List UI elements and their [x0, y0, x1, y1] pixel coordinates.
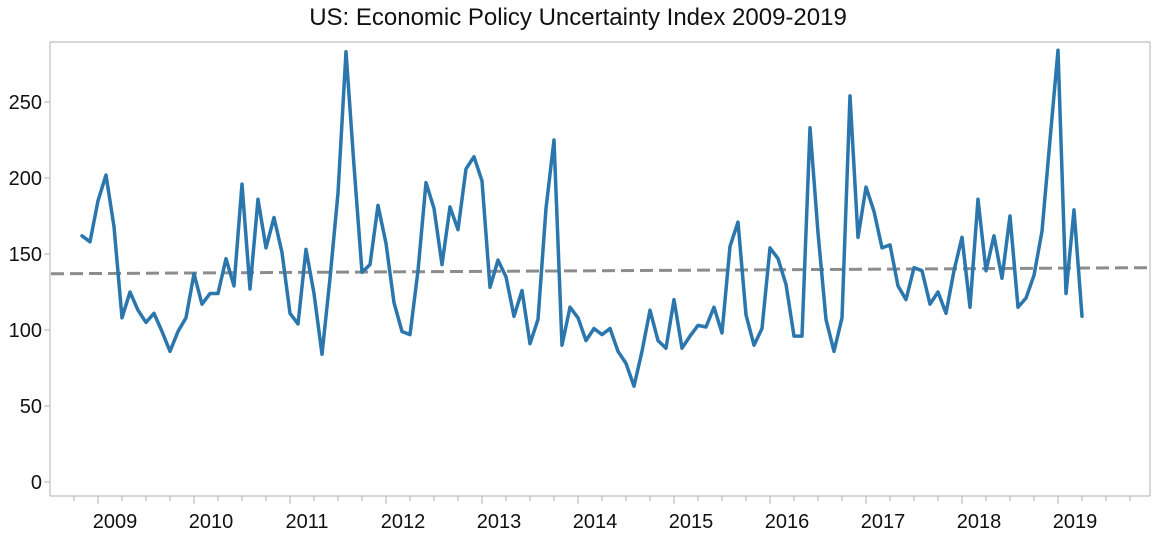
x-tick-label: 2010	[189, 511, 234, 533]
x-tick-label: 2009	[93, 511, 138, 533]
series-line	[80, 48, 1084, 388]
x-tick-label: 2017	[861, 511, 906, 533]
y-tick-label: 250	[9, 92, 42, 114]
x-tick-label: 2011	[285, 511, 328, 533]
x-tick-label: 2012	[381, 511, 426, 533]
y-tick-label: 0	[31, 472, 42, 494]
x-tick-label: 2019	[1053, 511, 1098, 533]
y-tick-label: 200	[9, 168, 42, 190]
x-tick-label: 2013	[477, 511, 522, 533]
chart-title: US: Economic Policy Uncertainty Index 20…	[309, 4, 847, 31]
x-axis: 2009 2010 2011 2012 2013 2014 2015 2016 2017 2018…	[73, 496, 1131, 533]
plot-area	[49, 41, 1151, 497]
x-tick-label: 2014	[573, 511, 618, 533]
y-tick-label: 100	[9, 320, 42, 342]
x-tick-label: 2016	[765, 511, 810, 533]
x-tick-label: 2018	[957, 511, 1002, 533]
y-tick-label: 50	[20, 396, 42, 418]
y-tick-label: 150	[9, 244, 42, 266]
y-axis: 0 50 100 150 200 250	[9, 92, 50, 494]
x-tick-label: 2015	[669, 511, 714, 533]
